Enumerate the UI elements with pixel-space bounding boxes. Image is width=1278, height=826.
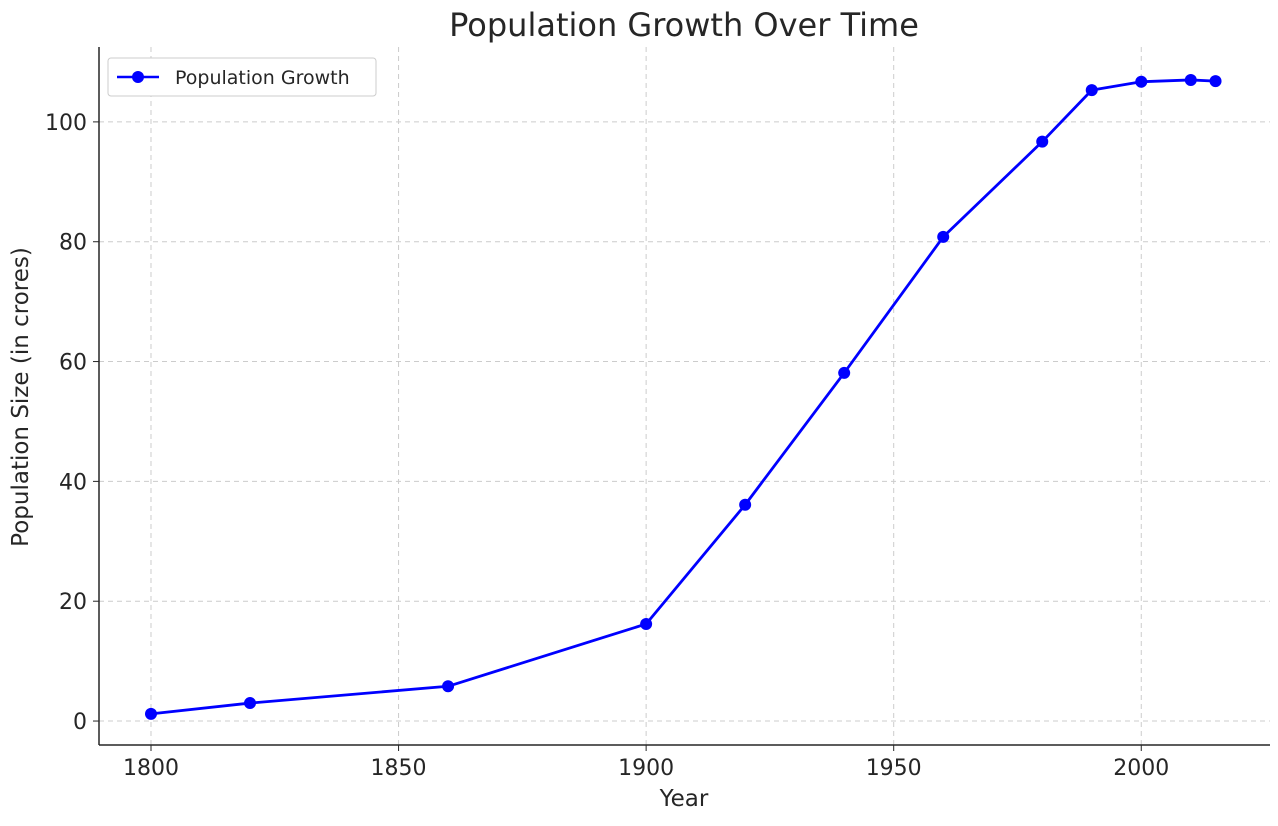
data-point: [739, 498, 752, 511]
legend-box: [107, 57, 377, 97]
y-tick-label: 60: [59, 351, 87, 376]
x-tick-label: 1800: [123, 756, 179, 781]
data-point: [244, 697, 257, 710]
legend-marker: [132, 71, 144, 83]
series-line: [150, 78, 1216, 716]
x-axis-label: Year: [659, 786, 709, 812]
y-tick-label: 20: [59, 590, 87, 615]
data-point: [640, 617, 653, 630]
legend: Population Growth: [107, 57, 377, 97]
y-axis-label: Population Size (in crores): [8, 247, 34, 547]
data-point: [144, 707, 157, 720]
x-tick-label: 2000: [1113, 756, 1169, 781]
series-group: [144, 73, 1222, 720]
data-point: [442, 680, 455, 693]
x-tick-label: 1850: [371, 756, 427, 781]
chart-title: Population Growth Over Time: [449, 6, 919, 44]
data-point: [1036, 135, 1049, 148]
data-point: [1209, 75, 1222, 88]
axes: [98, 47, 1270, 746]
y-tick-label: 80: [59, 231, 87, 256]
legend-label: Population Growth: [175, 67, 350, 89]
ticks: 1800 1850 1900 1950 2000 0 20 40 60 80 100: [45, 111, 1169, 781]
data-point: [838, 366, 851, 379]
data-point: [1184, 73, 1197, 86]
grid: [99, 47, 1270, 745]
y-tick-label: 0: [73, 710, 87, 735]
x-tick-label: 1950: [866, 756, 922, 781]
data-point: [1085, 84, 1098, 97]
data-point: [1135, 75, 1148, 88]
data-point: [937, 230, 950, 243]
x-tick-label: 1900: [618, 756, 674, 781]
y-tick-label: 100: [45, 111, 87, 136]
y-tick-label: 40: [59, 470, 87, 495]
